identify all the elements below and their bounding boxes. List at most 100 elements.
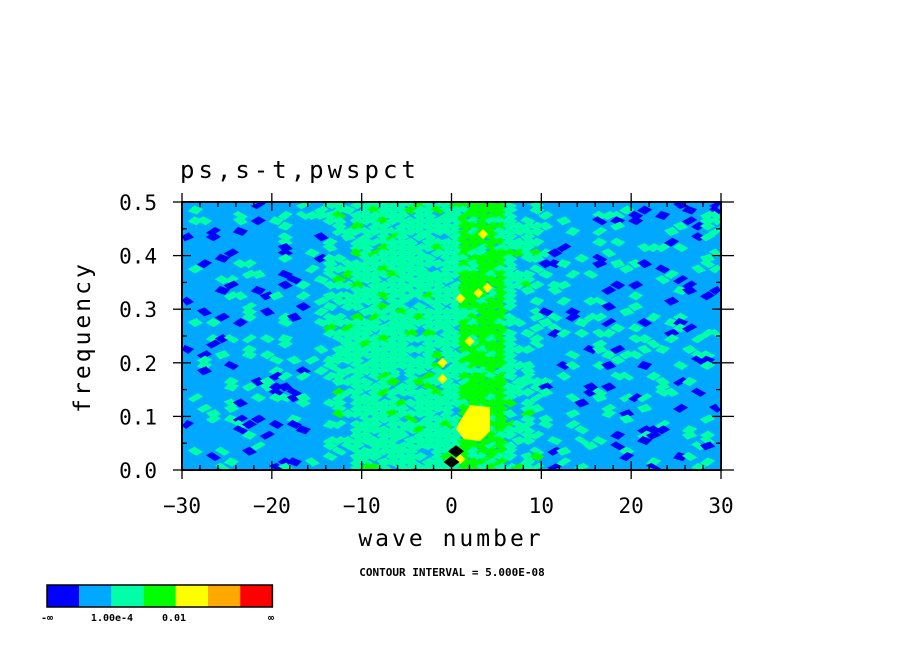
- y-tick-label: 0.2: [119, 352, 157, 376]
- contour-cell: [412, 360, 428, 371]
- contour-cell: [601, 248, 617, 258]
- contour-cell: [349, 371, 365, 381]
- contour-cell: [376, 371, 392, 381]
- contour-cell: [493, 377, 509, 387]
- contour-cell: [439, 387, 455, 397]
- contour-cell: [376, 414, 392, 424]
- contour-cell: [502, 462, 518, 470]
- contour-cell: [690, 355, 707, 365]
- contour-cell: [628, 301, 644, 312]
- colorbar-label: 1.00e-4: [91, 613, 133, 624]
- contour-cell: [385, 318, 401, 328]
- contour-cell: [385, 269, 401, 279]
- contour-cell: [376, 344, 392, 354]
- contour-cell: [654, 425, 671, 435]
- contour-cell: [628, 393, 644, 403]
- contour-cell: [574, 425, 590, 435]
- contour-cell: [349, 419, 365, 429]
- contour-cell: [457, 280, 473, 290]
- contour-cell: [259, 430, 275, 440]
- contour-cell: [412, 377, 428, 387]
- contour-cell: [367, 205, 383, 215]
- contour-cell: [187, 205, 204, 215]
- contour-cell: [430, 446, 446, 456]
- contour-cell: [601, 403, 617, 413]
- contour-cell: [376, 205, 392, 215]
- contour-cell: [457, 307, 473, 317]
- contour-cell: [223, 248, 240, 258]
- contour-cell: [277, 457, 293, 467]
- contour-cell: [466, 280, 482, 290]
- contour-cell: [457, 226, 473, 237]
- contour-cell: [277, 280, 293, 290]
- contour-cell: [358, 291, 374, 301]
- contour-cell: [628, 259, 644, 269]
- contour-cell: [475, 269, 491, 279]
- contour-cell: [538, 414, 554, 424]
- contour-cell: [520, 328, 536, 338]
- contour-cell: [547, 248, 563, 258]
- contour-cell: [475, 202, 491, 210]
- contour-cell: [475, 452, 491, 462]
- contour-cell: [277, 253, 293, 263]
- contour-cell: [681, 280, 698, 290]
- contour-cell: [412, 344, 428, 354]
- contour-cell: [358, 243, 374, 253]
- x-tick-label: −30: [163, 494, 201, 518]
- contour-cell: [331, 398, 347, 408]
- contour-cell: [367, 398, 383, 408]
- contour-cell: [493, 275, 509, 285]
- contour-cell: [681, 323, 698, 333]
- contour-cell: [385, 307, 401, 317]
- contour-cell: [358, 248, 374, 258]
- contour-cell: [583, 269, 599, 279]
- contour-cell: [466, 232, 482, 242]
- contour-cell: [250, 441, 266, 451]
- contour-cell: [439, 446, 455, 456]
- contour-cell: [708, 264, 721, 274]
- contour-cell: [547, 280, 563, 290]
- contour-cell: [403, 344, 419, 354]
- contour-cell: [493, 280, 509, 290]
- contour-cell: [574, 398, 590, 408]
- contour-cell: [358, 430, 374, 440]
- contour-cell: [529, 226, 545, 237]
- contour-cell: [223, 334, 240, 344]
- contour-cell: [376, 382, 392, 392]
- contour-cell: [394, 253, 410, 263]
- contour-cell: [412, 441, 428, 451]
- contour-cell: [403, 202, 419, 210]
- contour-cell: [214, 285, 231, 295]
- contour-cell: [349, 403, 365, 413]
- contour-cell: [268, 366, 284, 376]
- contour-cell: [610, 355, 626, 365]
- contour-cell: [574, 435, 590, 446]
- contour-cell: [259, 291, 275, 301]
- contour-cell: [358, 210, 374, 220]
- contour-cell: [385, 253, 401, 263]
- contour-cell: [502, 409, 518, 419]
- contour-cell: [529, 430, 545, 440]
- contour-cell: [322, 371, 338, 381]
- contour-cell: [457, 446, 473, 456]
- contour-cell: [376, 269, 392, 279]
- contour-cell: [223, 398, 240, 408]
- contour-cell: [385, 312, 401, 322]
- contour-cell: [385, 409, 401, 419]
- chart-title: ps,s-t,pwspct: [180, 156, 420, 184]
- contour-cell: [430, 216, 446, 226]
- contour-cell: [538, 419, 554, 429]
- contour-cell: [412, 403, 428, 413]
- contour-cell: [619, 307, 635, 317]
- contour-cell: [529, 446, 545, 456]
- contour-cell: [672, 452, 689, 462]
- contour-cell: [313, 205, 329, 215]
- colorbar-labels: -∞ 1.00e-4 0.01 ∞: [41, 613, 274, 624]
- contour-cell: [241, 301, 258, 312]
- contour-cell: [663, 269, 680, 279]
- plot-area: [182, 202, 721, 470]
- contour-cell: [412, 452, 428, 462]
- contour-cell: [403, 371, 419, 381]
- contour-cell: [385, 210, 401, 220]
- contour-cell: [439, 221, 455, 231]
